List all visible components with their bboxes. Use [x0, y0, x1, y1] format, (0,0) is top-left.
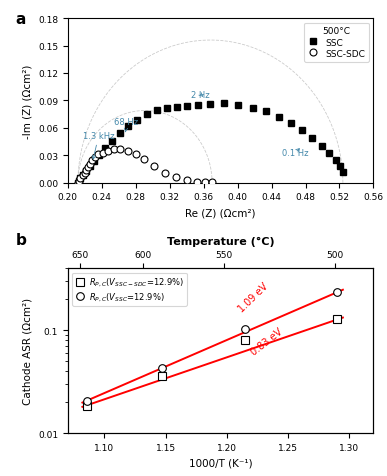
$R_{P,C}$($V_{SSC}$=12.9%) — [243, 327, 247, 333]
SSC — [135, 118, 140, 123]
SSC-SDC — [84, 168, 89, 173]
SSC — [97, 153, 101, 159]
Line: $R_{P,C}$($V_{SSC-SDC}$=12.9%): $R_{P,C}$($V_{SSC-SDC}$=12.9%) — [84, 315, 341, 410]
SSC-SDC — [210, 179, 214, 185]
SSC-SDC — [77, 178, 81, 184]
SSC — [126, 124, 130, 129]
SSC-SDC — [173, 175, 178, 181]
SSC-SDC — [75, 180, 80, 186]
SSC — [154, 109, 159, 114]
X-axis label: 1000/T (K⁻¹): 1000/T (K⁻¹) — [189, 457, 252, 467]
SSC — [327, 150, 332, 156]
Legend: SSC, SSC-SDC: SSC, SSC-SDC — [304, 23, 369, 62]
SSC — [310, 136, 315, 141]
$R_{P,C}$($V_{SSC}$=12.9%) — [334, 289, 339, 295]
SSC — [236, 103, 241, 109]
Text: 1.3 kHz: 1.3 kHz — [83, 131, 115, 159]
SSC — [78, 176, 83, 182]
SSC — [289, 121, 293, 127]
Text: 0.83 eV: 0.83 eV — [249, 326, 284, 357]
SSC-SDC — [80, 173, 85, 179]
$R_{P,C}$($V_{SSC-SDC}$=12.9%) — [85, 404, 90, 409]
SSC-SDC — [126, 149, 130, 154]
SSC — [277, 115, 281, 120]
SSC — [341, 169, 345, 175]
SSC-SDC — [111, 147, 116, 152]
SSC-SDC — [105, 149, 110, 154]
SSC-SDC — [152, 164, 157, 170]
X-axis label: Re (Z) (Ωcm²): Re (Z) (Ωcm²) — [185, 208, 256, 218]
SSC — [222, 101, 226, 107]
Line: SSC: SSC — [75, 101, 346, 187]
SSC — [338, 164, 342, 170]
Y-axis label: -Im (Z) (Ωcm²): -Im (Z) (Ωcm²) — [22, 64, 33, 139]
SSC-SDC — [87, 161, 92, 167]
SSC-SDC — [142, 157, 146, 162]
SSC-SDC — [86, 165, 91, 171]
SSC-SDC — [184, 178, 189, 183]
SSC — [103, 146, 108, 151]
SSC — [250, 106, 255, 111]
SSC-SDC — [203, 179, 207, 185]
SSC — [110, 139, 114, 144]
SSC — [92, 159, 96, 164]
Text: 2 Hz: 2 Hz — [191, 90, 209, 99]
Legend: $R_{P,C}$($V_{SSC-SDC}$=12.9%), $R_{P,C}$($V_{SSC}$=12.9%): $R_{P,C}$($V_{SSC-SDC}$=12.9%), $R_{P,C}… — [72, 273, 187, 306]
SSC — [77, 178, 81, 184]
$R_{P,C}$($V_{SSC-SDC}$=12.9%) — [159, 373, 164, 379]
SSC-SDC — [92, 155, 97, 161]
SSC — [165, 106, 170, 111]
Line: SSC-SDC: SSC-SDC — [74, 146, 216, 187]
SSC — [75, 180, 80, 186]
SSC — [195, 103, 200, 109]
Text: b: b — [16, 233, 27, 248]
SSC — [175, 105, 180, 110]
SSC — [144, 112, 149, 118]
SSC — [334, 158, 338, 163]
SSC — [80, 172, 85, 178]
SSC-SDC — [162, 170, 167, 176]
Text: a: a — [16, 12, 26, 28]
$R_{P,C}$($V_{SSC-SDC}$=12.9%) — [334, 316, 339, 322]
SSC-SDC — [118, 147, 123, 152]
SSC — [185, 104, 190, 109]
SSC-SDC — [134, 152, 138, 158]
SSC-SDC — [195, 179, 199, 185]
X-axis label: Temperature (°C): Temperature (°C) — [167, 237, 274, 247]
SSC — [264, 109, 269, 115]
SSC — [208, 102, 213, 108]
Y-axis label: Cathode ASR (Ωcm²): Cathode ASR (Ωcm²) — [22, 298, 33, 405]
$R_{P,C}$($V_{SSC}$=12.9%) — [85, 398, 90, 404]
Text: 0.1 Hz: 0.1 Hz — [282, 149, 308, 158]
SSC — [84, 169, 89, 174]
SSC-SDC — [96, 152, 101, 158]
SSC — [300, 128, 305, 133]
SSC-SDC — [90, 158, 95, 163]
$R_{P,C}$($V_{SSC}$=12.9%) — [159, 365, 164, 371]
SSC-SDC — [100, 150, 105, 156]
Text: 68 Hz: 68 Hz — [115, 118, 139, 132]
SSC-SDC — [78, 176, 83, 182]
Line: $R_{P,C}$($V_{SSC}$=12.9%): $R_{P,C}$($V_{SSC}$=12.9%) — [84, 288, 341, 405]
Text: 1.09 eV: 1.09 eV — [236, 281, 270, 314]
SSC — [87, 164, 92, 170]
SSC — [117, 131, 122, 137]
SSC-SDC — [82, 170, 87, 176]
$R_{P,C}$($V_{SSC-SDC}$=12.9%) — [243, 337, 247, 343]
SSC — [319, 144, 324, 150]
